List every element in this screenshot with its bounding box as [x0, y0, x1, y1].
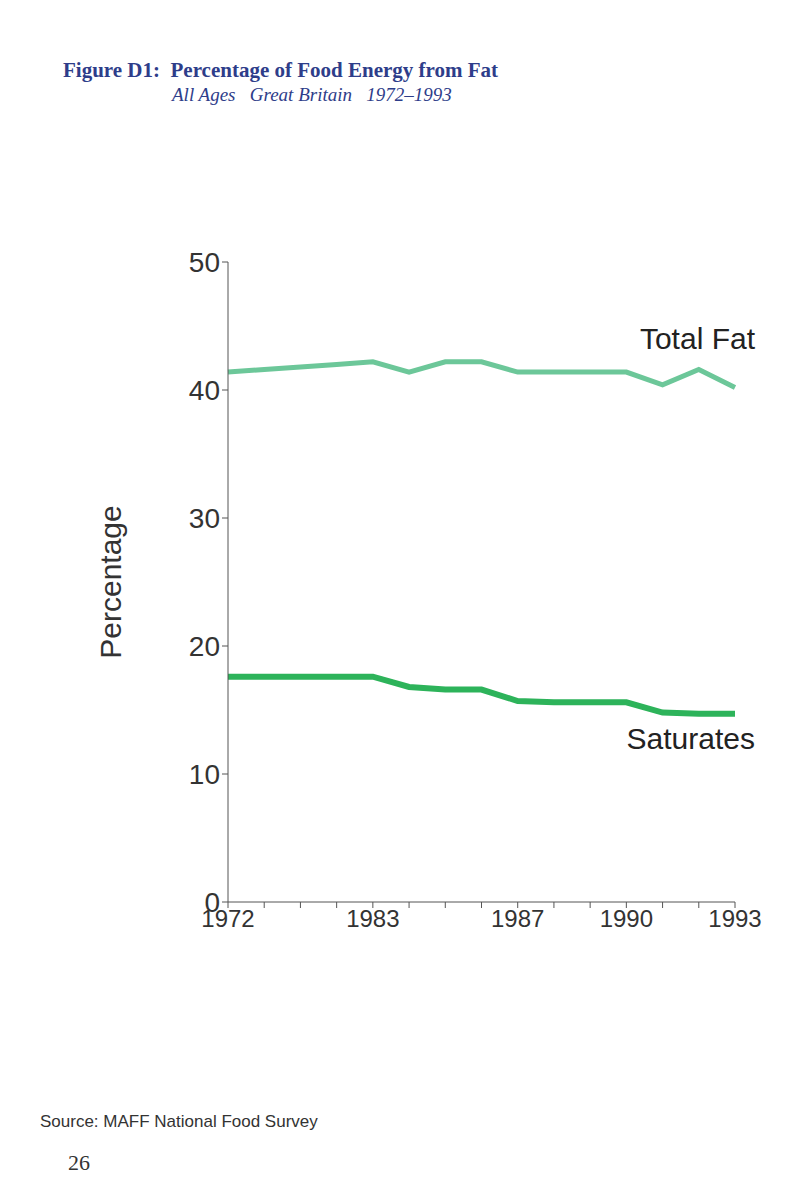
html-text:26: 26 — [68, 1150, 90, 1175]
svg-text:40: 40 — [189, 375, 220, 406]
svg-text:20: 20 — [189, 631, 220, 662]
svg-text:1990: 1990 — [600, 905, 653, 932]
svg-text:1972: 1972 — [201, 905, 255, 932]
svg-text:50: 50 — [189, 247, 220, 278]
svg-text:Percentage: Percentage — [94, 505, 127, 658]
html-text:Figure D1: Percentage of Food: Figure D1: Percentage of Food Energy fro… — [63, 58, 499, 82]
svg-text:1987: 1987 — [491, 905, 544, 932]
svg-text:1993: 1993 — [708, 905, 761, 932]
svg-text:10: 10 — [189, 759, 220, 790]
html-text:All Ages Great Britain 1972–19: All Ages Great Britain 1972–1993 — [172, 84, 452, 105]
html-text:Source: MAFF National Food Sur: Source: MAFF National Food Survey — [40, 1112, 318, 1131]
svg-text:0: 0 — [204, 887, 220, 918]
html-text:Saturates: Saturates — [626, 721, 755, 755]
svg-text:1983: 1983 — [346, 905, 399, 932]
svg-text:30: 30 — [189, 503, 220, 534]
html-text:Total Fat: Total Fat — [639, 322, 755, 356]
